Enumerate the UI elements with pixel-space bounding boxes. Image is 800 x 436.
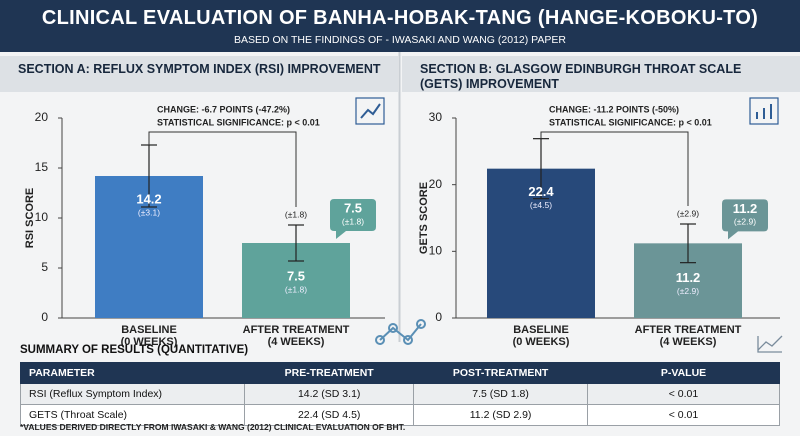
y-tick-label: 20	[35, 110, 49, 124]
annotation: CHANGE: -11.2 POINTS (-50%)	[549, 104, 679, 114]
x-tick-label-line: (0 WEEKS)	[121, 336, 178, 348]
y-tick-label: 10	[429, 244, 443, 258]
error-label: (±4.5)	[530, 200, 552, 210]
x-tick-label-line: (4 WEEKS)	[660, 336, 717, 348]
error-bar	[288, 224, 304, 262]
y-tick-label: 0	[435, 310, 442, 324]
table-title: SUMMARY OF RESULTS (QUANTITATIVE)	[20, 344, 249, 356]
icon	[355, 97, 783, 353]
error-label: (±1.8)	[285, 284, 307, 294]
error-label: (±1.8)	[285, 209, 307, 219]
y-tick-label: 0	[41, 310, 48, 324]
callout-error: (±2.9)	[734, 217, 756, 227]
x-tick-label-line: BASELINE	[513, 324, 569, 336]
y-axis-label: RSI SCORE	[24, 188, 36, 249]
value-label: 14.2	[136, 191, 161, 206]
y-axis-label: GETS SCORE	[418, 182, 430, 254]
table-cell: < 0.01	[587, 383, 780, 405]
y-tick-label: 15	[35, 160, 49, 174]
table-cell: < 0.01	[587, 404, 780, 426]
value-label: 11.2	[676, 270, 701, 285]
x-tick-label-line: (0 WEEKS)	[513, 336, 570, 348]
table-cell: 7.5 (SD 1.8)	[413, 383, 588, 405]
page-subtitle: BASED ON THE FINDINGS OF - IWASAKI AND W…	[234, 34, 566, 46]
x-tick-label-line: AFTER TREATMENT	[635, 324, 742, 336]
error-label: (±3.1)	[138, 207, 160, 217]
x-tick-label: BASELINE (0 WEEKS)	[513, 324, 570, 348]
header: CLINICAL EVALUATION OF BANHA-HOBAK-TANG …	[0, 0, 800, 52]
bracket	[148, 131, 297, 207]
callout-error: (±1.8)	[342, 216, 364, 226]
x-tick-label: BASELINE (0 WEEKS)	[121, 324, 178, 348]
annotation: STATISTICAL SIGNIFICANCE: p < 0.01	[549, 117, 712, 127]
table-cell: RSI (Reflux Symptom Index)	[19, 383, 246, 405]
x-tick-label-line: BASELINE	[121, 324, 177, 336]
error-label: (±2.9)	[677, 208, 699, 218]
annotation: CHANGE: -6.7 POINTS (-47.2%)	[157, 104, 290, 114]
value-label: 22.4	[528, 184, 554, 199]
annotation: STATISTICAL SIGNIFICANCE: p < 0.01	[157, 117, 320, 127]
x-tick-label: AFTER TREATMENT (4 WEEKS)	[243, 324, 350, 348]
section-title: SECTION B: GLASGOW EDINBURGH THROAT SCAL…	[402, 56, 800, 92]
x-tick-label-line: AFTER TREATMENT	[243, 324, 350, 336]
column-header: PRE-TREATMENT	[244, 362, 415, 384]
column-header: PARAMETER	[19, 362, 246, 384]
column-header: POST-TREATMENT	[413, 362, 588, 384]
callout-value: 11.2	[733, 201, 758, 216]
column-header: P-VALUE	[587, 362, 780, 384]
summary-table: PARAMETER PRE-TREATMENT POST-TREATMENT P-VA…	[19, 362, 780, 426]
callout	[330, 199, 376, 239]
header-row: PARAMETER PRE-TREATMENT POST-TREATMENT P-VA…	[19, 362, 780, 384]
x-tick-label-line: (4 WEEKS)	[268, 336, 325, 348]
table-cell: GETS (Throat Scale)	[19, 404, 246, 426]
error-label: (±2.9)	[677, 286, 699, 296]
value-label: 7.5	[287, 268, 305, 283]
table-cell: 11.2 (SD 2.9)	[413, 404, 588, 426]
section-title: SECTION A: REFLUX SYMPTOM INDEX (RSI) IM…	[0, 56, 398, 92]
bracket	[540, 131, 689, 206]
table-row: GETS (Throat Scale) 22.4 (SD 4.5) 11.2 (SD…	[19, 404, 780, 426]
y-tick-label: 30	[429, 110, 443, 124]
error-bar	[680, 223, 696, 264]
footnote: *VALUES DERIVED DIRECTLY FROM IWASAKI & …	[20, 422, 406, 432]
callout-value: 7.5	[344, 200, 362, 215]
y-tick-label: 5	[41, 260, 48, 274]
table-row: RSI (Reflux Symptom Index) 14.2 (SD 3.1) 7…	[19, 383, 780, 405]
y-tick-label: 10	[35, 210, 49, 224]
x-tick-label: AFTER TREATMENT (4 WEEKS)	[635, 324, 742, 348]
page-title: CLINICAL EVALUATION OF BANHA-HOBAK-TANG …	[41, 7, 759, 29]
table-cell: 14.2 (SD 3.1)	[244, 383, 415, 405]
callout	[722, 199, 768, 240]
table-cell: 22.4 (SD 4.5)	[244, 404, 415, 426]
y-tick-label: 20	[429, 177, 443, 191]
